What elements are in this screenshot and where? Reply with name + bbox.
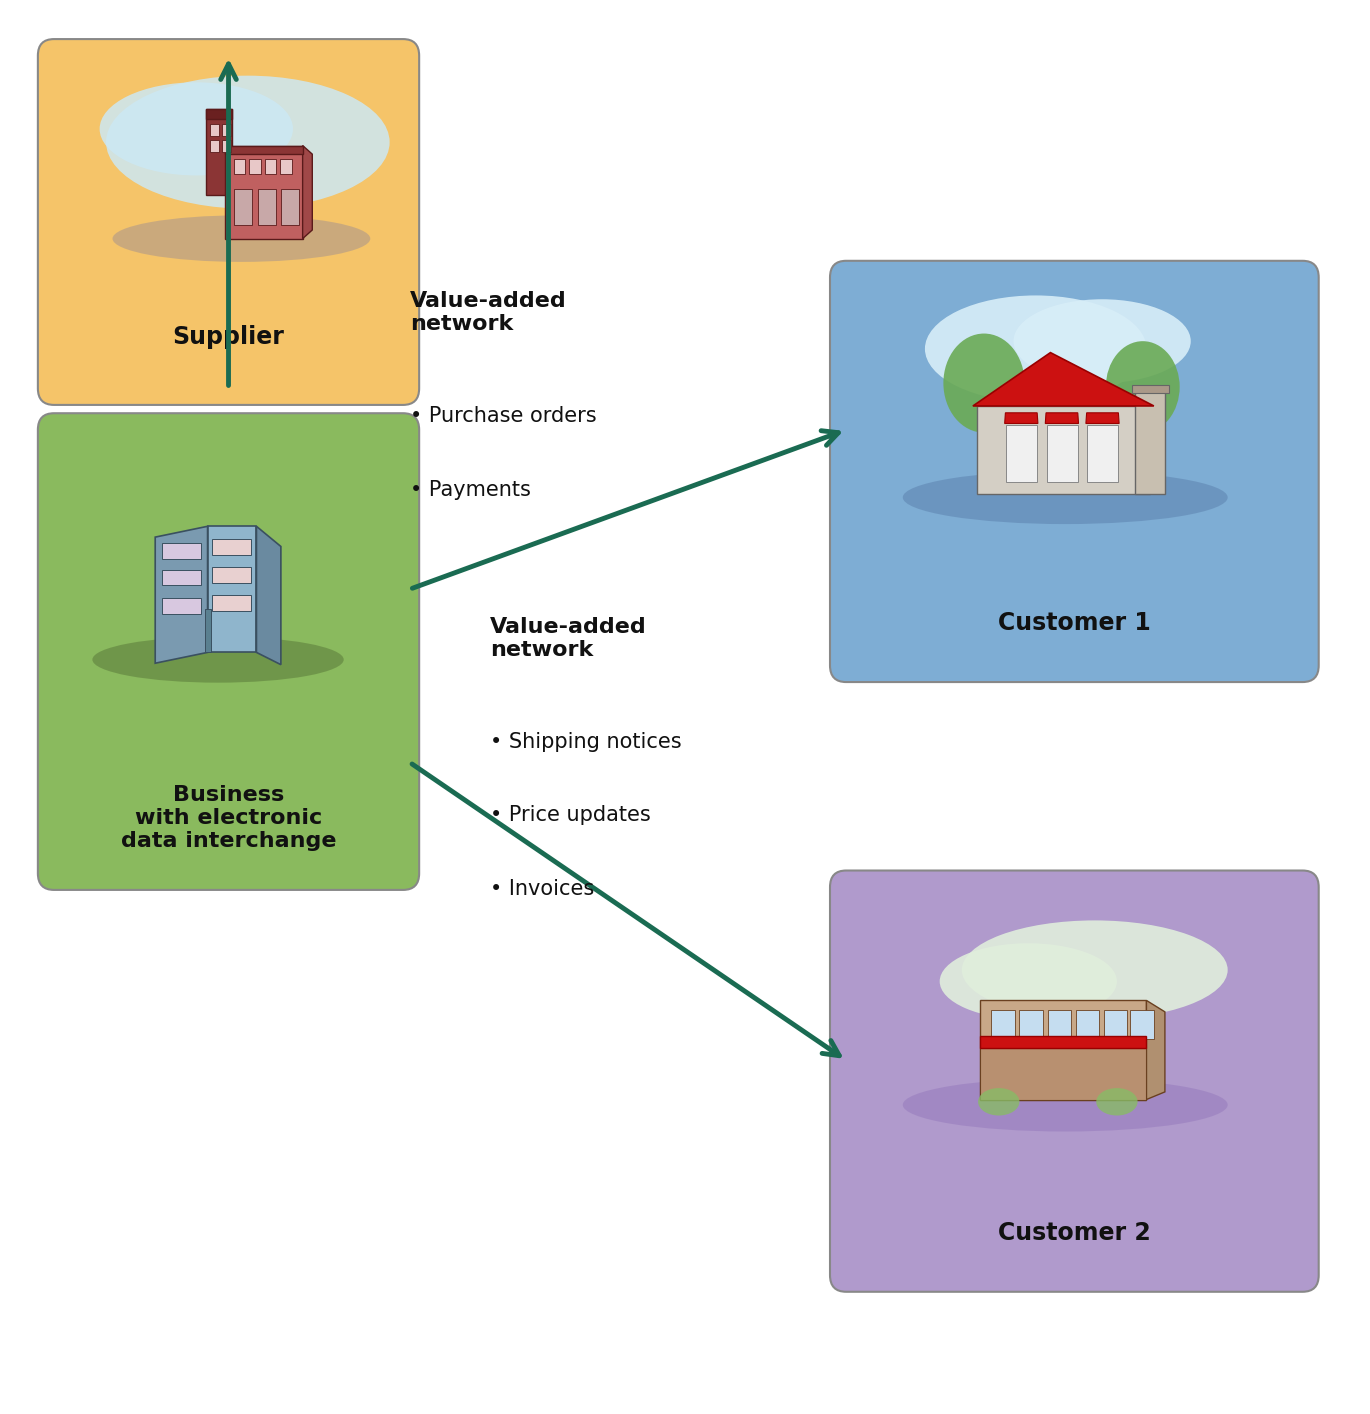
Polygon shape [281, 188, 300, 225]
Ellipse shape [1106, 341, 1180, 433]
Polygon shape [212, 539, 251, 556]
Polygon shape [208, 526, 256, 652]
Ellipse shape [1014, 300, 1191, 383]
Polygon shape [1088, 426, 1118, 482]
Polygon shape [258, 188, 275, 225]
Polygon shape [249, 160, 260, 174]
Polygon shape [1086, 413, 1119, 423]
FancyBboxPatch shape [830, 260, 1319, 682]
Ellipse shape [944, 334, 1025, 433]
Ellipse shape [105, 76, 389, 209]
FancyBboxPatch shape [38, 413, 419, 889]
Text: Value-added
network: Value-added network [410, 291, 567, 335]
Polygon shape [222, 123, 232, 136]
Text: • Price updates: • Price updates [490, 806, 651, 826]
Ellipse shape [903, 471, 1228, 525]
Polygon shape [973, 352, 1154, 406]
Polygon shape [1136, 390, 1164, 493]
Polygon shape [1047, 426, 1078, 482]
Text: Supplier: Supplier [173, 325, 285, 349]
Polygon shape [155, 526, 208, 663]
Polygon shape [206, 109, 232, 119]
Polygon shape [1104, 1010, 1128, 1038]
Polygon shape [234, 188, 252, 225]
Text: Customer 1: Customer 1 [997, 611, 1151, 635]
Polygon shape [225, 146, 303, 239]
Polygon shape [206, 109, 232, 195]
Polygon shape [1147, 1001, 1164, 1100]
Polygon shape [981, 1036, 1147, 1048]
Text: • Invoices: • Invoices [490, 880, 595, 899]
Polygon shape [256, 526, 281, 665]
Polygon shape [981, 1048, 1147, 1100]
Polygon shape [981, 1001, 1147, 1100]
Polygon shape [211, 123, 219, 136]
Ellipse shape [962, 921, 1228, 1019]
Polygon shape [1004, 413, 1038, 423]
FancyBboxPatch shape [830, 871, 1319, 1292]
Polygon shape [225, 146, 303, 154]
Polygon shape [992, 1010, 1015, 1038]
Ellipse shape [925, 296, 1147, 402]
Text: Business
with electronic
data interchange: Business with electronic data interchang… [121, 785, 336, 851]
Polygon shape [1019, 1010, 1043, 1038]
Polygon shape [1130, 1010, 1154, 1038]
Text: Customer 2: Customer 2 [997, 1220, 1151, 1244]
Ellipse shape [903, 1077, 1228, 1131]
Text: • Purchase orders: • Purchase orders [410, 406, 596, 426]
Polygon shape [212, 567, 251, 583]
Ellipse shape [940, 943, 1117, 1019]
Polygon shape [206, 609, 211, 652]
Text: • Payments: • Payments [410, 479, 530, 499]
Ellipse shape [1096, 1089, 1137, 1116]
Polygon shape [222, 140, 232, 153]
Polygon shape [234, 160, 245, 174]
Ellipse shape [100, 82, 293, 175]
Polygon shape [303, 146, 312, 239]
Polygon shape [211, 140, 219, 153]
Polygon shape [1006, 426, 1037, 482]
Polygon shape [212, 595, 251, 611]
Ellipse shape [112, 215, 370, 262]
Polygon shape [162, 570, 200, 585]
Polygon shape [977, 406, 1151, 493]
Polygon shape [162, 598, 200, 614]
Ellipse shape [978, 1089, 1019, 1116]
Text: • Shipping notices: • Shipping notices [490, 732, 682, 752]
Polygon shape [1048, 1010, 1071, 1038]
Text: Value-added
network: Value-added network [490, 617, 647, 660]
Polygon shape [162, 543, 200, 559]
FancyBboxPatch shape [38, 40, 419, 404]
Polygon shape [1045, 413, 1078, 423]
Ellipse shape [92, 636, 344, 683]
Polygon shape [279, 160, 292, 174]
Polygon shape [1075, 1010, 1099, 1038]
Polygon shape [1132, 386, 1169, 393]
Polygon shape [264, 160, 277, 174]
